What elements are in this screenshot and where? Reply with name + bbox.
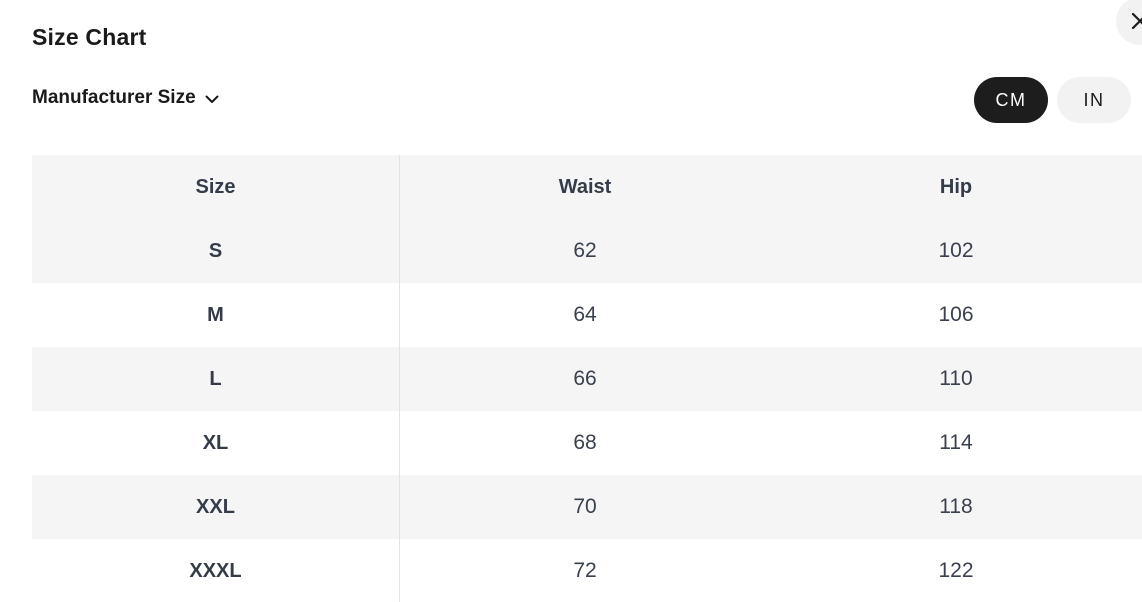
unit-toggle-in[interactable]: IN [1057,77,1131,123]
hip-cell: 106 [938,303,974,326]
waist-cell: 64 [573,303,597,326]
size-cell: L [32,347,400,411]
table-row: M 64 106 [32,283,1142,347]
unit-toggle: CM IN [974,77,1131,123]
waist-cell: 72 [573,559,597,582]
size-cell: M [32,283,400,347]
hip-cell: 102 [938,239,974,262]
hip-cell: 118 [939,495,973,518]
chevron-down-icon [205,92,219,104]
close-icon [1130,11,1142,31]
hip-cell: 114 [939,431,973,454]
column-header-size: Size [32,155,400,219]
table-row: XL 68 114 [32,411,1142,475]
hip-cell: 110 [939,367,973,390]
waist-cell: 62 [573,239,597,262]
close-button[interactable] [1116,0,1142,45]
table-header-row: Size Waist Hip [32,155,1142,219]
size-system-dropdown[interactable]: Manufacturer Size [32,87,219,109]
size-table-scroll-area[interactable]: Size Waist Hip S 62 102 M 64 106 L 66 11… [32,155,1142,602]
column-header-waist: Waist [558,175,612,198]
size-cell: S [32,219,400,283]
size-cell: XXXL [32,539,400,602]
hip-cell: 122 [938,559,974,582]
waist-cell: 68 [573,431,597,454]
table-row: L 66 110 [32,347,1142,411]
unit-toggle-cm[interactable]: CM [974,77,1048,123]
table-row: XXL 70 118 [32,475,1142,539]
size-cell: XXL [32,475,400,539]
column-header-hip: Hip [939,175,973,198]
table-row: XXXL 72 122 [32,539,1142,602]
table-body: S 62 102 M 64 106 L 66 110 XL 68 114 XXL… [32,219,1142,602]
waist-cell: 66 [573,367,597,390]
size-cell: XL [32,411,400,475]
size-system-label: Manufacturer Size [32,87,196,108]
table-row: S 62 102 [32,219,1142,283]
waist-cell: 70 [573,495,597,518]
page-title: Size Chart [32,24,147,50]
